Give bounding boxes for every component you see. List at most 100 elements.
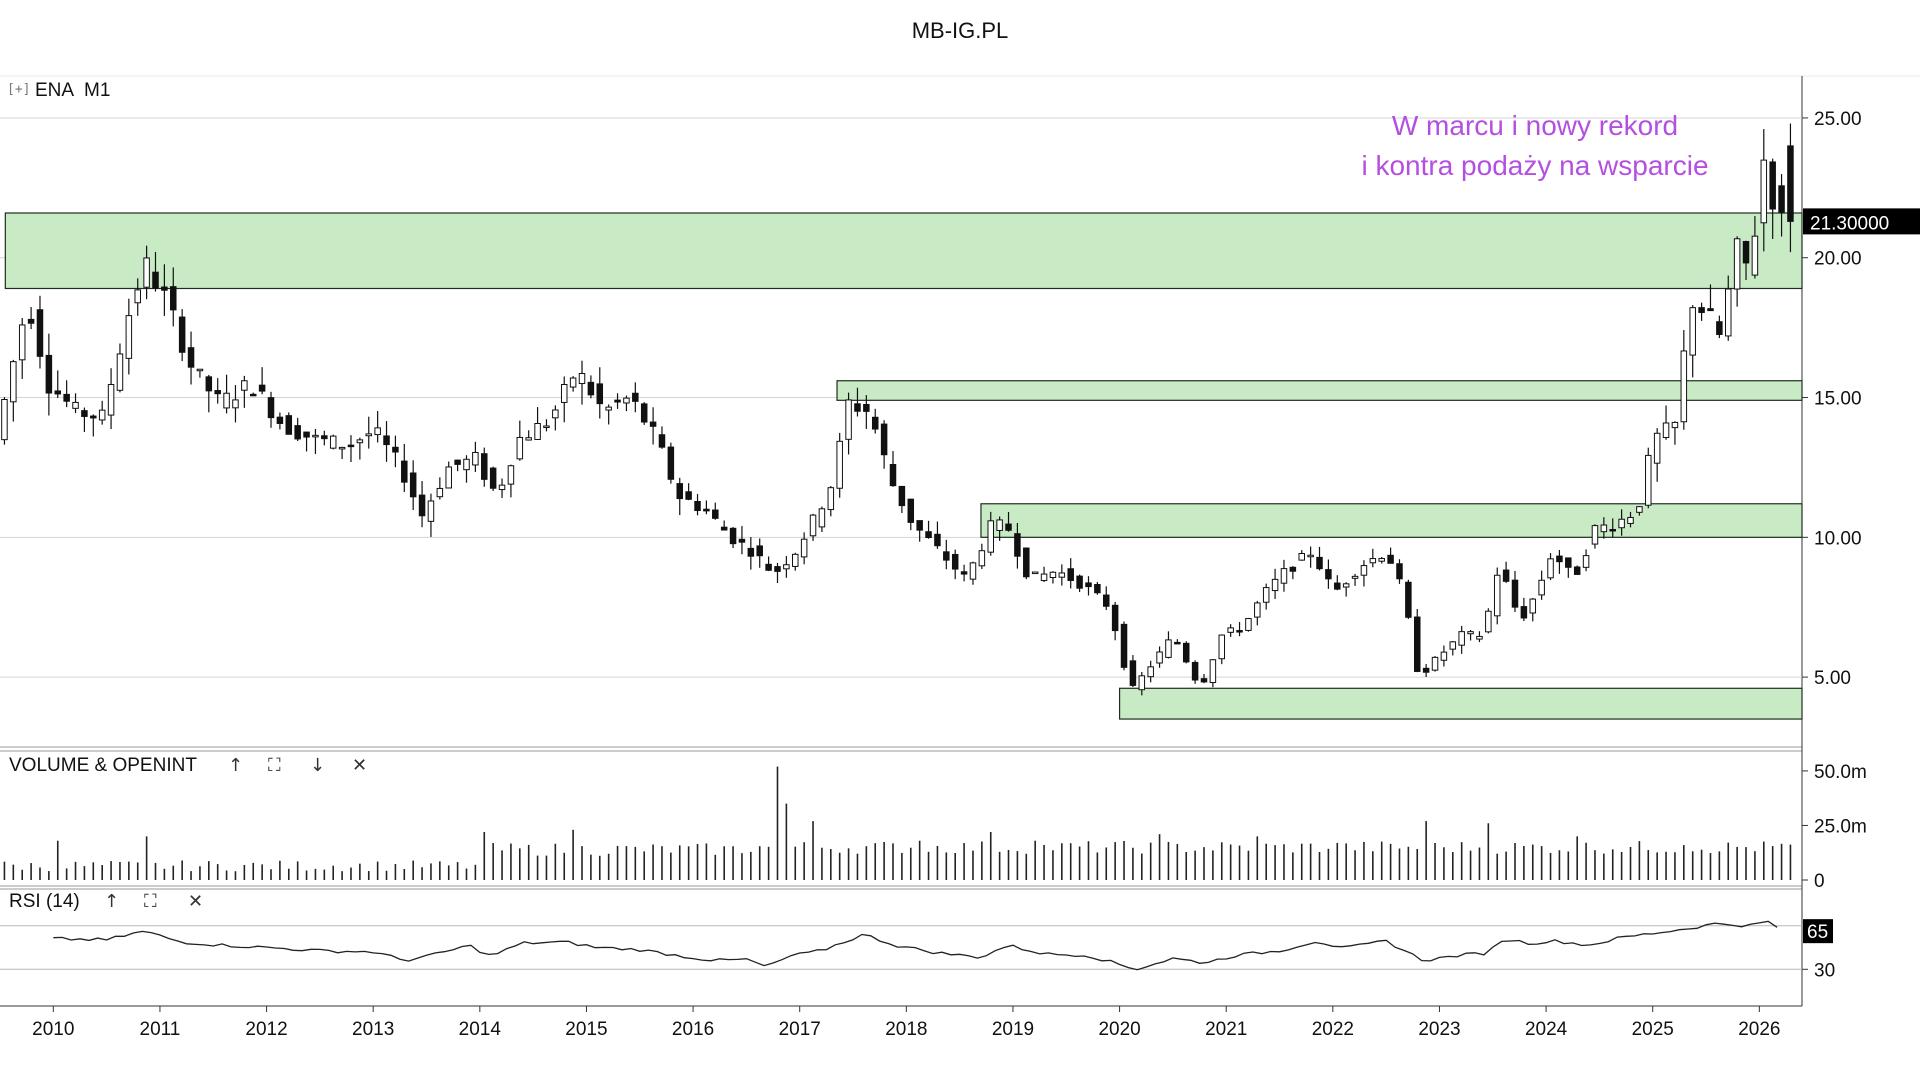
candle-body xyxy=(1591,525,1599,545)
candle-body xyxy=(632,392,639,402)
candle-body xyxy=(525,437,532,441)
candle-body xyxy=(1449,641,1457,650)
candle-body xyxy=(1227,627,1234,633)
maximize-icon[interactable]: ⛶ xyxy=(144,891,157,912)
candle-body xyxy=(552,409,559,419)
candle-body xyxy=(214,390,221,395)
candle-body xyxy=(1218,634,1226,660)
time-tick-label: 2013 xyxy=(352,1019,394,1040)
candle-body xyxy=(685,491,692,500)
expand-panel-icon[interactable]: [+] xyxy=(7,82,31,97)
candle-body xyxy=(1289,566,1297,572)
price-badge xyxy=(1803,208,1920,235)
candle-body xyxy=(1023,547,1030,578)
symbol-label: ENA xyxy=(35,80,75,101)
candle-body xyxy=(1307,554,1314,558)
time-tick-label: 2012 xyxy=(245,1019,287,1040)
candle-body xyxy=(365,433,373,437)
support-resistance-zone xyxy=(836,380,1803,401)
close-icon[interactable]: ✕ xyxy=(352,755,368,776)
time-tick-label: 2017 xyxy=(779,1019,821,1040)
candle-body xyxy=(1396,563,1403,580)
candle-body xyxy=(72,401,79,409)
candle-body xyxy=(285,415,293,435)
rsi-panel-title: RSI (14) xyxy=(9,891,80,912)
candle-body xyxy=(187,347,195,368)
candle-body xyxy=(258,384,266,392)
candle-body xyxy=(409,472,417,498)
maximize-icon[interactable]: ⛶ xyxy=(268,755,281,776)
candle-body xyxy=(125,315,133,359)
candle-body xyxy=(1600,524,1608,533)
candle-body xyxy=(1458,631,1465,646)
candle-body xyxy=(401,460,408,483)
candle-body xyxy=(1733,238,1741,290)
candle-body xyxy=(436,487,444,498)
volume-tick-label: 0 xyxy=(1814,871,1825,892)
close-icon[interactable]: ✕ xyxy=(188,891,204,912)
candle-body xyxy=(658,434,666,448)
candle-body xyxy=(498,484,506,491)
candle-body xyxy=(63,393,70,402)
candle-body xyxy=(1280,568,1288,584)
candle-body xyxy=(1209,659,1217,684)
candle-body xyxy=(1689,307,1696,356)
candle-body xyxy=(827,487,835,511)
candle-body xyxy=(880,423,888,456)
candle-body xyxy=(569,377,577,388)
candle-body xyxy=(1467,631,1474,635)
candle-body xyxy=(712,509,719,519)
candle-body xyxy=(898,485,906,507)
candle-body xyxy=(1262,587,1270,603)
time-tick-label: 2019 xyxy=(992,1019,1034,1040)
page-title: MB-IG.PL xyxy=(911,18,1009,43)
candle-body xyxy=(1609,528,1616,532)
candle-body xyxy=(1627,516,1634,524)
candle-body xyxy=(729,527,737,545)
candle-body xyxy=(489,467,497,489)
candle-body xyxy=(507,465,515,485)
candle-body xyxy=(863,403,870,412)
candle-body xyxy=(107,384,115,416)
candle-body xyxy=(765,563,772,571)
candle-body xyxy=(605,406,612,411)
time-tick-label: 2016 xyxy=(672,1019,714,1040)
candle-body xyxy=(1787,145,1794,222)
candle-body xyxy=(1040,573,1048,582)
candle-body xyxy=(81,410,88,417)
candle-body xyxy=(1129,660,1137,686)
candle-body xyxy=(1538,579,1545,596)
candle-body xyxy=(774,566,781,572)
candle-body xyxy=(543,425,550,428)
time-tick-label: 2025 xyxy=(1632,1019,1674,1040)
candle-body xyxy=(845,399,852,440)
candle-body xyxy=(587,381,595,396)
candle-body xyxy=(54,390,62,395)
candle-body xyxy=(1405,581,1412,618)
time-tick-label: 2018 xyxy=(885,1019,927,1040)
candle-body xyxy=(1111,604,1119,632)
move-down-icon[interactable]: ↓ xyxy=(310,755,326,776)
candle-body xyxy=(1502,569,1510,582)
candle-body xyxy=(907,498,915,523)
candle-body xyxy=(1094,584,1101,594)
rsi-line xyxy=(53,920,1778,971)
candle-body xyxy=(1413,616,1421,672)
candle-body xyxy=(1422,667,1430,673)
candle-body xyxy=(36,309,44,357)
candle-body xyxy=(916,520,923,531)
move-up-icon[interactable]: ↑ xyxy=(228,755,244,776)
rsi-tick-label: 30 xyxy=(1814,960,1835,981)
candle-body xyxy=(338,446,346,450)
candle-body xyxy=(1254,602,1261,618)
support-resistance-zone xyxy=(1118,687,1803,720)
candle-body xyxy=(178,316,186,353)
candle-body xyxy=(1556,555,1563,563)
candle-body xyxy=(481,453,488,480)
candle-body xyxy=(152,271,159,289)
candle-body xyxy=(1636,506,1643,513)
candle-body xyxy=(1103,594,1110,607)
move-up-icon[interactable]: ↑ xyxy=(104,891,120,912)
candle-body xyxy=(472,451,479,466)
